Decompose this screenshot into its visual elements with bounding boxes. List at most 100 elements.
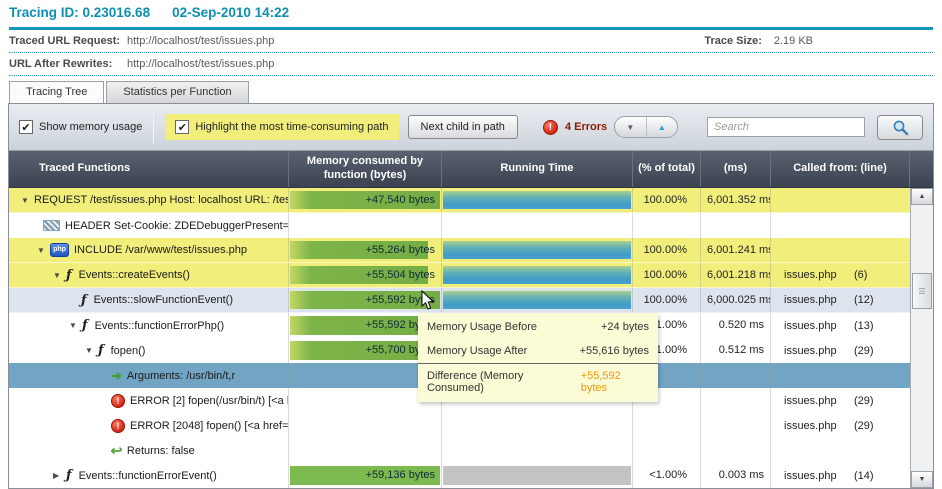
scrollbar-track[interactable]: ☰ (911, 205, 933, 471)
memory-cell: +59,136 bytes (289, 463, 442, 488)
function-label: Events::functionErrorEvent() (78, 469, 217, 482)
memory-value: +55,592 bytes (365, 294, 435, 306)
ms-cell (701, 413, 771, 438)
called-from-cell (771, 213, 910, 238)
ms-value: 6,001.352 ms (707, 194, 771, 206)
errors-group: ! 4 Errors ▼ ▲ (542, 116, 679, 138)
error-icon: ! (111, 418, 125, 433)
mouse-cursor (421, 290, 435, 310)
url-after-row: URL After Rewrites: http://localhost/tes… (9, 53, 933, 76)
tab-strip: Tracing Tree Statistics per Function (9, 81, 942, 103)
traced-function-cell: HEADER Set-Cookie: ZDEDebuggerPresent=ph… (9, 213, 289, 238)
function-label: Events::createEvents() (78, 269, 190, 281)
called-from-cell: issues.php (29) (771, 338, 910, 363)
error-nav: ▼ ▲ (614, 116, 679, 138)
memory-cell: +55,504 bytes (289, 263, 442, 287)
ms-cell: 6,000.025 ms (701, 288, 771, 312)
table-row[interactable]: ▼ ƒ Events::createEvents() +55,504 bytes 100… (9, 263, 910, 288)
memory-tooltip: Memory Usage Before +24 bytes Memory Usage… (418, 313, 658, 402)
tooltip-label: Memory Usage After (427, 345, 528, 357)
memory-value: +55,592 bytes (365, 319, 435, 331)
memory-cell: +55,264 bytes (289, 238, 442, 262)
called-from-cell (771, 438, 910, 463)
scroll-up-button[interactable]: ▲ (911, 188, 933, 205)
ms-cell: 6,001.241 ms (701, 238, 771, 262)
tooltip-diff-value: +55,592 bytes (580, 370, 621, 394)
ms-cell (701, 213, 771, 238)
tooltip-diff-label: Difference (Memory Consumed) (427, 370, 524, 394)
percent-cell (633, 213, 701, 238)
table-row[interactable]: HEADER Set-Cookie: ZDEDebuggerPresent=ph… (9, 213, 910, 238)
percent-value: 100.00% (643, 194, 687, 206)
traced-function-cell: ▼ ƒ Events::createEvents() (9, 263, 289, 287)
called-from-file: issues.php (784, 419, 837, 432)
memory-bar (290, 316, 440, 335)
trace-size-value: 2.19 KB (773, 35, 813, 47)
tracing-date: 02-Sep-2010 14:22 (172, 5, 290, 20)
called-from-line: (29) (854, 344, 874, 357)
function-label: fopen() (110, 344, 146, 357)
next-child-button[interactable]: Next child in path (407, 115, 518, 139)
called-from-cell (771, 188, 910, 212)
traced-function-cell: ▶ ƒ Events::functionErrorEvent() (9, 463, 289, 488)
highlight-path-toggle[interactable]: ✔ Highlight the most time-consuming path (165, 114, 399, 140)
memory-value: +55,700 bytes (365, 344, 435, 356)
percent-cell (633, 388, 701, 413)
tooltip-value: +55,616 bytes (579, 345, 649, 357)
table-row[interactable]: ƒ Events::slowFunctionEvent() +55,592 byte… (9, 288, 910, 313)
column-header: Running Time (442, 151, 633, 187)
func-icon: ƒ (98, 343, 104, 358)
func-icon: ƒ (66, 267, 72, 283)
expand-arrow-icon[interactable]: ▶ (53, 471, 60, 480)
table-row[interactable]: ▶ ƒ Events::functionErrorEvent() +59,136 by… (9, 463, 910, 488)
column-header: (ms) (701, 151, 771, 187)
prev-error-button[interactable]: ▲ (657, 122, 666, 132)
vertical-scrollbar[interactable]: ▲ ☰ ▼ (910, 188, 933, 488)
table-row[interactable]: ▼ REQUEST /test/issues.php Host: localhos… (9, 188, 910, 213)
collapse-arrow-icon[interactable]: ▼ (53, 270, 61, 280)
ms-cell: 6,001.352 ms (701, 188, 771, 212)
running-time-bar (443, 266, 631, 284)
column-header: (% of total) (633, 151, 701, 187)
called-from-file: issues.php (784, 294, 837, 306)
called-from-file: issues.php (784, 269, 837, 281)
show-memory-toggle[interactable]: ✔ Show memory usage (19, 120, 142, 134)
memory-value: +55,504 bytes (365, 269, 435, 281)
search-input[interactable] (707, 117, 865, 137)
percent-cell: 100.00% (633, 188, 701, 212)
page-header: Tracing ID: 0.23016.68 02-Sep-2010 14:22… (0, 0, 942, 76)
show-memory-checkbox[interactable]: ✔ (19, 120, 33, 134)
memory-bar (290, 341, 440, 360)
collapse-arrow-icon[interactable]: ▼ (21, 195, 29, 205)
highlight-path-label: Highlight the most time-consuming path (195, 121, 389, 133)
scroll-down-button[interactable]: ▼ (911, 471, 933, 488)
collapse-arrow-icon[interactable]: ▼ (37, 245, 45, 255)
function-label: Arguments: /usr/bin/t,r (126, 369, 236, 382)
trace-title: Tracing ID: 0.23016.68 02-Sep-2010 14:22 (9, 5, 933, 24)
memory-cell: +55,592 bytes (289, 313, 442, 338)
percent-cell: 100.00% (633, 263, 701, 287)
tooltip-label: Memory Usage Before (427, 321, 538, 333)
table-row[interactable]: ! ERROR [2048] fopen() [<a href='fu issues… (9, 413, 910, 438)
next-error-button[interactable]: ▼ (615, 117, 647, 137)
tab-statistics-per-function[interactable]: Statistics per Function (106, 81, 249, 103)
table-row[interactable]: ↩ Returns: false (9, 438, 910, 463)
collapse-arrow-icon[interactable]: ▼ (85, 346, 93, 355)
ms-value: 6,001.241 ms (707, 244, 771, 256)
table-row[interactable]: ▼ php INCLUDE /var/www/test/issues.php +55,… (9, 238, 910, 263)
called-from-line: (6) (854, 269, 868, 281)
divider (9, 27, 933, 30)
function-label: Events::functionErrorPhp() (94, 319, 225, 332)
ms-cell (701, 438, 771, 463)
search-button[interactable] (877, 114, 923, 140)
memory-value: +55,264 bytes (365, 244, 435, 256)
collapse-arrow-icon[interactable]: ▼ (69, 321, 77, 330)
running-time-bar (443, 291, 631, 309)
scrollbar-thumb[interactable]: ☰ (912, 273, 932, 309)
running-time-bar (443, 191, 631, 209)
called-from-cell: issues.php (29) (771, 388, 910, 413)
highlight-path-checkbox[interactable]: ✔ (175, 120, 190, 134)
func-icon: ƒ (81, 292, 87, 308)
ms-cell (701, 363, 771, 388)
tab-tracing-tree[interactable]: Tracing Tree (9, 81, 105, 103)
